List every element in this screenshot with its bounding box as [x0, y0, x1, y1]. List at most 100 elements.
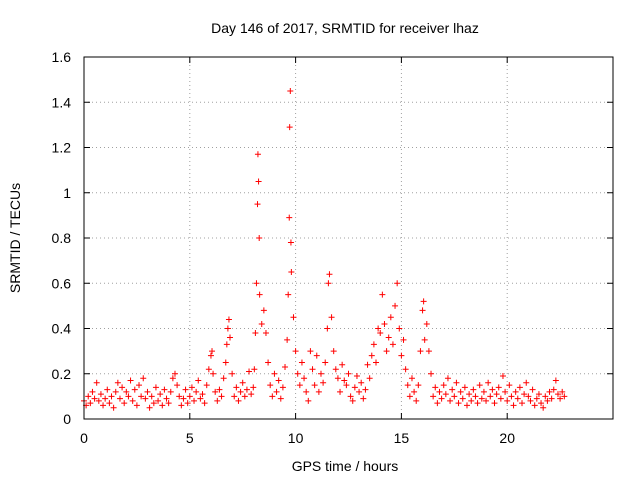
- data-point: [222, 359, 229, 366]
- data-point: [425, 348, 432, 355]
- data-point: [434, 400, 441, 407]
- tick-labels: 0 0.2 0.4 0.6 0.8 1 1.2 1.4 1.6 0 5 10 15 20: [52, 49, 516, 446]
- y-tick-label: 1.4: [52, 94, 72, 110]
- data-point: [199, 391, 206, 398]
- data-point: [254, 201, 261, 208]
- x-tick-label: 5: [186, 430, 194, 446]
- data-point: [325, 280, 332, 287]
- data-point: [557, 395, 564, 402]
- data-point: [478, 395, 485, 402]
- data-point: [209, 348, 216, 355]
- data-point: [485, 379, 492, 386]
- data-point: [428, 370, 435, 377]
- data-point: [408, 375, 415, 382]
- data-point: [167, 388, 174, 395]
- data-point: [169, 375, 176, 382]
- data-point: [430, 393, 437, 400]
- data-point: [419, 307, 426, 314]
- data-point: [131, 386, 138, 393]
- data-point: [87, 400, 94, 407]
- data-point: [364, 361, 371, 368]
- data-point: [182, 386, 189, 393]
- data-point: [288, 268, 295, 275]
- data-point: [287, 87, 294, 94]
- data-point: [241, 393, 248, 400]
- data-point: [317, 370, 324, 377]
- data-point: [324, 325, 331, 332]
- x-axis-label: GPS time / hours: [292, 458, 399, 474]
- data-point: [301, 375, 308, 382]
- y-axis-label: SRMTID / TECUs: [7, 183, 23, 293]
- data-point: [561, 393, 568, 400]
- data-point: [159, 402, 166, 409]
- data-point: [220, 375, 227, 382]
- data-point: [138, 393, 145, 400]
- data-point: [396, 325, 403, 332]
- data-point: [163, 395, 170, 402]
- data-point: [125, 393, 132, 400]
- data-point: [552, 377, 559, 384]
- data-point: [453, 379, 460, 386]
- data-point: [161, 386, 168, 393]
- grid-lines: [84, 57, 613, 419]
- data-point: [140, 375, 147, 382]
- data-point: [207, 352, 214, 359]
- data-point: [251, 366, 258, 373]
- data-point: [97, 391, 104, 398]
- data-point: [402, 366, 409, 373]
- x-tick-label: 15: [394, 430, 410, 446]
- data-point: [282, 363, 289, 370]
- data-point: [506, 382, 513, 389]
- data-point: [525, 393, 532, 400]
- data-point: [533, 395, 540, 402]
- data-point: [292, 348, 299, 355]
- data-point: [91, 395, 98, 402]
- data-point: [415, 382, 422, 389]
- data-point: [260, 307, 267, 314]
- data-point: [510, 402, 517, 409]
- data-point: [466, 391, 473, 398]
- data-point: [440, 382, 447, 389]
- data-point: [95, 397, 102, 404]
- data-point: [423, 320, 430, 327]
- data-point: [497, 395, 504, 402]
- data-point: [375, 325, 382, 332]
- data-point: [271, 370, 278, 377]
- data-point: [100, 402, 107, 409]
- data-point: [523, 379, 530, 386]
- data-point: [227, 334, 234, 341]
- data-point: [286, 124, 293, 131]
- data-point: [256, 291, 263, 298]
- data-point: [233, 384, 240, 391]
- data-point: [116, 395, 123, 402]
- data-point: [218, 393, 225, 400]
- data-point: [394, 280, 401, 287]
- data-point: [351, 384, 358, 391]
- data-point: [129, 397, 136, 404]
- data-point: [296, 382, 303, 389]
- data-point: [546, 388, 553, 395]
- data-point: [472, 393, 479, 400]
- data-point: [157, 391, 164, 398]
- data-point: [246, 368, 253, 375]
- data-point: [398, 352, 405, 359]
- data-point: [237, 388, 244, 395]
- data-point: [112, 388, 119, 395]
- data-point: [345, 370, 352, 377]
- y-tick-label: 0.2: [52, 366, 72, 382]
- data-point: [136, 382, 143, 389]
- y-tick-label: 1.2: [52, 140, 72, 156]
- y-tick-label: 0.8: [52, 230, 72, 246]
- data-point: [267, 382, 274, 389]
- data-point: [248, 391, 255, 398]
- data-point: [152, 384, 159, 391]
- data-point: [273, 388, 280, 395]
- data-point: [210, 370, 217, 377]
- data-point: [468, 397, 475, 404]
- data-point: [341, 377, 348, 384]
- data-point: [104, 386, 111, 393]
- data-point: [417, 348, 424, 355]
- data-point: [420, 298, 427, 305]
